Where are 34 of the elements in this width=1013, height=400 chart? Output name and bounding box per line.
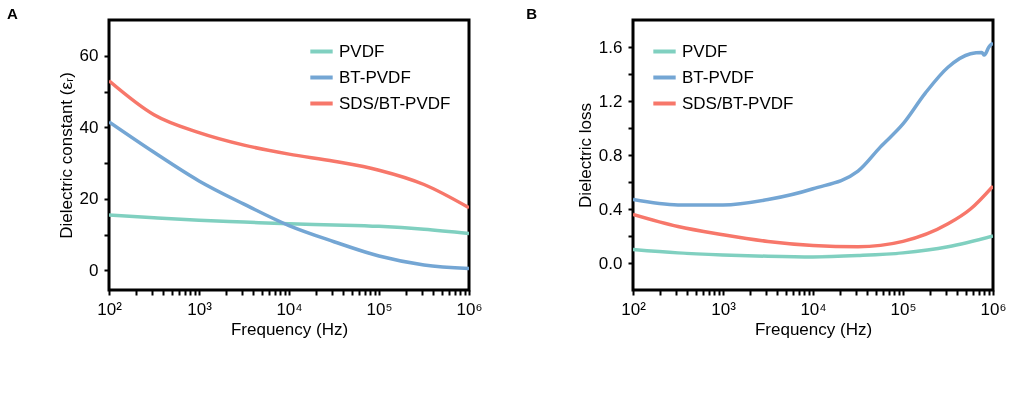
- x-tick-label: 10³: [187, 299, 213, 319]
- line-series: [633, 234, 993, 259]
- line-series: [109, 213, 469, 236]
- x-tick-label: 10³: [711, 299, 737, 319]
- legend-label: PVDF: [682, 41, 728, 61]
- x-axis-title: Frequency (Hz): [754, 319, 873, 339]
- legend-label: BT-PVDF: [339, 67, 411, 87]
- x-tick-label: 10⁵: [366, 299, 393, 319]
- x-tick-label: 10⁴: [276, 299, 303, 319]
- chart-title: B: [526, 5, 538, 22]
- x-tick-label: 10⁶: [456, 299, 483, 319]
- line-series: [109, 120, 469, 271]
- chart-title: A: [7, 5, 19, 22]
- legend-label: PVDF: [339, 41, 385, 61]
- x-tick-label: 10²: [621, 299, 647, 319]
- y-axis-title: Dielectric loss: [575, 103, 595, 208]
- y-tick-label: 60: [79, 46, 99, 66]
- x-tick-label: 10⁴: [800, 299, 827, 319]
- y-tick-label: 0.0: [598, 253, 623, 273]
- y-tick-label: 1.2: [598, 91, 623, 111]
- y-tick-label: 40: [79, 117, 99, 137]
- legend-label: SDS/BT-PVDF: [682, 93, 794, 113]
- x-axis-title: Frequency (Hz): [230, 319, 349, 339]
- y-tick-label: 1.6: [598, 37, 623, 57]
- y-tick-label: 0: [89, 260, 99, 280]
- x-tick-label: 10⁶: [980, 299, 1007, 319]
- x-tick-label: 10²: [97, 299, 123, 319]
- y-tick-label: 0.8: [598, 145, 623, 165]
- y-tick-label: 20: [79, 189, 99, 209]
- legend-label: SDS/BT-PVDF: [339, 93, 451, 113]
- legend-label: BT-PVDF: [682, 67, 754, 87]
- y-axis-title: Dielectric constant (εᵣ): [56, 72, 76, 239]
- y-tick-label: 0.4: [598, 199, 623, 219]
- x-tick-label: 10⁵: [890, 299, 917, 319]
